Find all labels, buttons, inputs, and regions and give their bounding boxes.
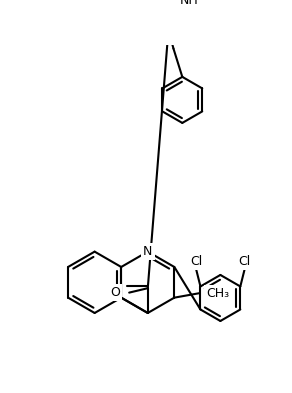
- Text: NH: NH: [180, 0, 198, 7]
- Text: N: N: [143, 245, 152, 258]
- Text: Cl: Cl: [239, 255, 251, 268]
- Text: Cl: Cl: [190, 255, 202, 268]
- Text: O: O: [110, 286, 120, 299]
- Text: CH₃: CH₃: [206, 287, 229, 300]
